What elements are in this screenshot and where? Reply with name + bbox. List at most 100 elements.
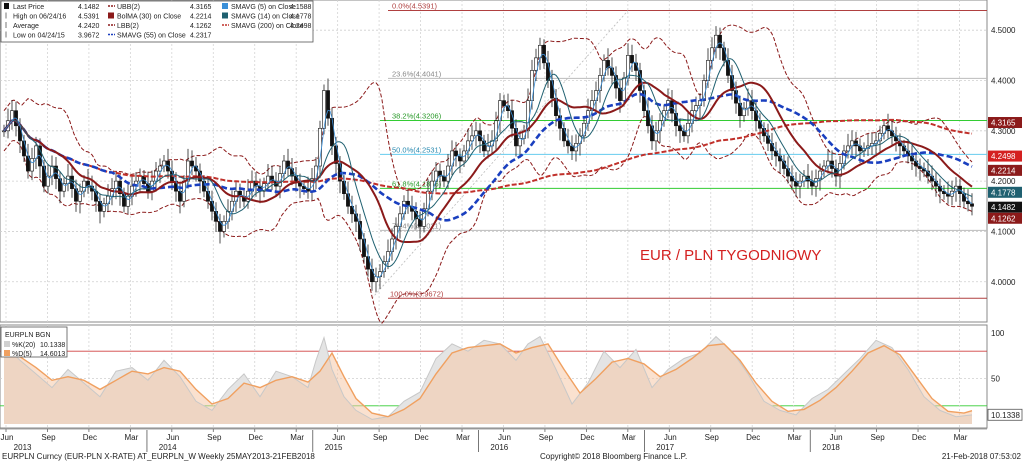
y-tick-label: 4.4000 — [991, 77, 1016, 86]
candle-body — [674, 112, 678, 127]
fib-trend-line — [371, 10, 629, 299]
candle-body — [342, 180, 346, 195]
candle-body — [386, 251, 390, 262]
candle-body — [510, 110, 514, 129]
candle-body — [654, 130, 658, 142]
value-tag-label: 4.3165 — [991, 119, 1016, 128]
x-year-label: 2017 — [656, 443, 674, 452]
y-tick-label: 4.2000 — [991, 177, 1016, 186]
candle-body — [566, 140, 570, 147]
candle-body — [326, 90, 330, 119]
x-month-label: Mar — [788, 433, 802, 442]
value-tag-label: 4.2214 — [991, 166, 1016, 175]
candle-body — [718, 34, 722, 49]
candle-body — [350, 205, 354, 215]
candle-body — [818, 170, 822, 179]
y-tick-label: 4.1000 — [991, 227, 1016, 236]
value-tag — [988, 212, 1022, 224]
candle-body — [398, 213, 402, 227]
x-year-label: 2015 — [325, 443, 343, 452]
candle-body — [502, 100, 506, 106]
x-year-label: 2013 — [14, 443, 32, 452]
x-month-label: Sep — [870, 433, 885, 442]
candle-body — [202, 180, 206, 192]
k-swatch — [4, 341, 10, 347]
candle-body — [678, 125, 682, 132]
x-year-label: 2018 — [822, 443, 840, 452]
candle-body — [930, 175, 934, 182]
candle-body — [362, 238, 366, 257]
stochastic-legend: EURPLN BGN %K(20) 10.1338 %D(5) 14.6013 — [0, 326, 68, 358]
k-line — [3, 335, 973, 420]
stochastic-y-tick: 50 — [991, 375, 1000, 384]
legend-value: 4.2214 — [190, 14, 212, 21]
candle-body — [710, 47, 714, 61]
legend-swatch — [222, 12, 228, 19]
candle-body — [302, 185, 306, 189]
x-month-label: Sep — [207, 433, 222, 442]
d-series-name: %D(5) — [12, 351, 32, 358]
x-month-label: Mar — [290, 433, 304, 442]
bolma-30-line — [3, 81, 973, 243]
candle-body — [222, 221, 226, 232]
time-x-axis: Jun Sep Dec Mar Jun Sep Dec Mar Jun Sep Dec Mar Jun S… — [0, 428, 987, 452]
candle-body — [726, 60, 730, 76]
x-month-label: Dec — [414, 433, 428, 442]
candle-body — [470, 135, 474, 142]
candle-body — [422, 208, 426, 227]
stochastic-y-tick: 100 — [991, 329, 1005, 338]
candle-body — [686, 122, 690, 137]
legend-value: 4.1262 — [190, 23, 212, 30]
footer-copyright: Copyright© 2018 Bloomberg Finance L.P. — [540, 452, 687, 461]
footer-security: EURPLN Curncy (EUR-PLN X-RATE) AT_EURPLN… — [2, 452, 315, 461]
candle-body — [230, 200, 234, 212]
legend-value: 3.9672 — [78, 33, 100, 40]
price-panel — [0, 0, 988, 323]
value-tag — [988, 186, 1022, 198]
x-month-label: Mar — [622, 433, 636, 442]
legend-label: SMAVG (55) on Close — [117, 33, 186, 40]
legend-value: 4.5391 — [78, 14, 100, 21]
candle-body — [206, 190, 210, 202]
legend-value: 4.2420 — [78, 23, 100, 30]
candle-body — [774, 150, 778, 157]
x-month-label: Sep — [705, 433, 720, 442]
legend-label: SMAVG (5) on Close — [231, 4, 296, 11]
price-legend: Last Price 4.1482 High on 06/24/16 4.5391 Av… — [0, 0, 314, 43]
x-month-label: Dec — [249, 433, 263, 442]
legend-label: Low on 04/24/15 — [13, 33, 65, 40]
legend-value: 4.1482 — [78, 4, 100, 11]
legend-value: 4.2317 — [190, 33, 212, 40]
legend-label: LBB(2) — [117, 23, 139, 30]
fib-label: 23.6%(4.4041) — [392, 69, 442, 78]
candle-body — [378, 271, 382, 278]
candle-body — [658, 120, 662, 132]
footer-timestamp: 21-Feb-2018 07:53:02 — [942, 452, 1022, 461]
x-month-label: Dec — [746, 433, 760, 442]
candle-body — [554, 97, 558, 117]
candle-body — [46, 175, 50, 187]
candle-body — [346, 193, 350, 207]
x-month-label: Jun — [166, 433, 179, 442]
candle-body — [294, 175, 298, 182]
candle-body — [558, 115, 562, 129]
moving-averages — [2, 42, 973, 278]
candle-body — [270, 175, 274, 182]
value-tag-label: 4.1262 — [991, 214, 1016, 223]
legend-label: Last Price — [13, 4, 44, 11]
d-swatch — [4, 350, 10, 356]
candle-body — [354, 213, 358, 222]
x-month-label: Sep — [373, 433, 388, 442]
fib-label: 0.0%(4.5391) — [392, 2, 438, 11]
value-tag — [988, 150, 1022, 162]
candle-body — [562, 127, 566, 142]
candle-body — [158, 165, 162, 172]
legend-label: SMAVG (200) on Close — [231, 23, 304, 30]
x-month-label: Mar — [124, 433, 138, 442]
candle-body — [62, 183, 66, 192]
d-line — [3, 343, 973, 418]
candle-body — [798, 180, 802, 187]
candle-body — [442, 175, 446, 182]
candle-body — [670, 100, 674, 114]
